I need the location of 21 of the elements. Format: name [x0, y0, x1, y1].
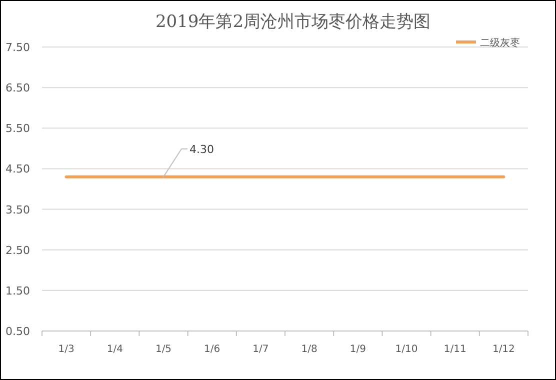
y-tick-label: 1.50: [6, 284, 30, 298]
y-tick-label: 6.50: [6, 82, 30, 95]
x-tick-label: 1/3: [58, 344, 74, 355]
y-tick-label: 2.50: [6, 244, 30, 257]
x-tick-label: 1/4: [106, 344, 123, 355]
chart-title: 2019年第2周沧州市场枣价格走势图: [155, 12, 431, 32]
x-tick-label: 1/5: [155, 344, 172, 355]
annotation: 4.30: [190, 142, 214, 156]
x-tick-label: 1/12: [492, 344, 515, 355]
x-tick-label: 1/7: [252, 344, 269, 355]
x-tick-label: 1/9: [350, 344, 366, 355]
y-tick-label: 3.50: [6, 203, 30, 216]
y-tick-label: 4.50: [6, 162, 30, 176]
y-tick-label: 5.50: [6, 122, 30, 136]
x-tick-label: 1/11: [444, 344, 466, 355]
x-tick-label: 1/8: [301, 344, 318, 355]
legend-label: 二级灰枣: [480, 37, 520, 49]
y-tick-label: 7.50: [6, 41, 30, 54]
y-tick-label: 0.50: [6, 325, 30, 338]
x-tick-label: 1/6: [204, 344, 220, 355]
x-tick-label: 1/10: [395, 344, 418, 355]
